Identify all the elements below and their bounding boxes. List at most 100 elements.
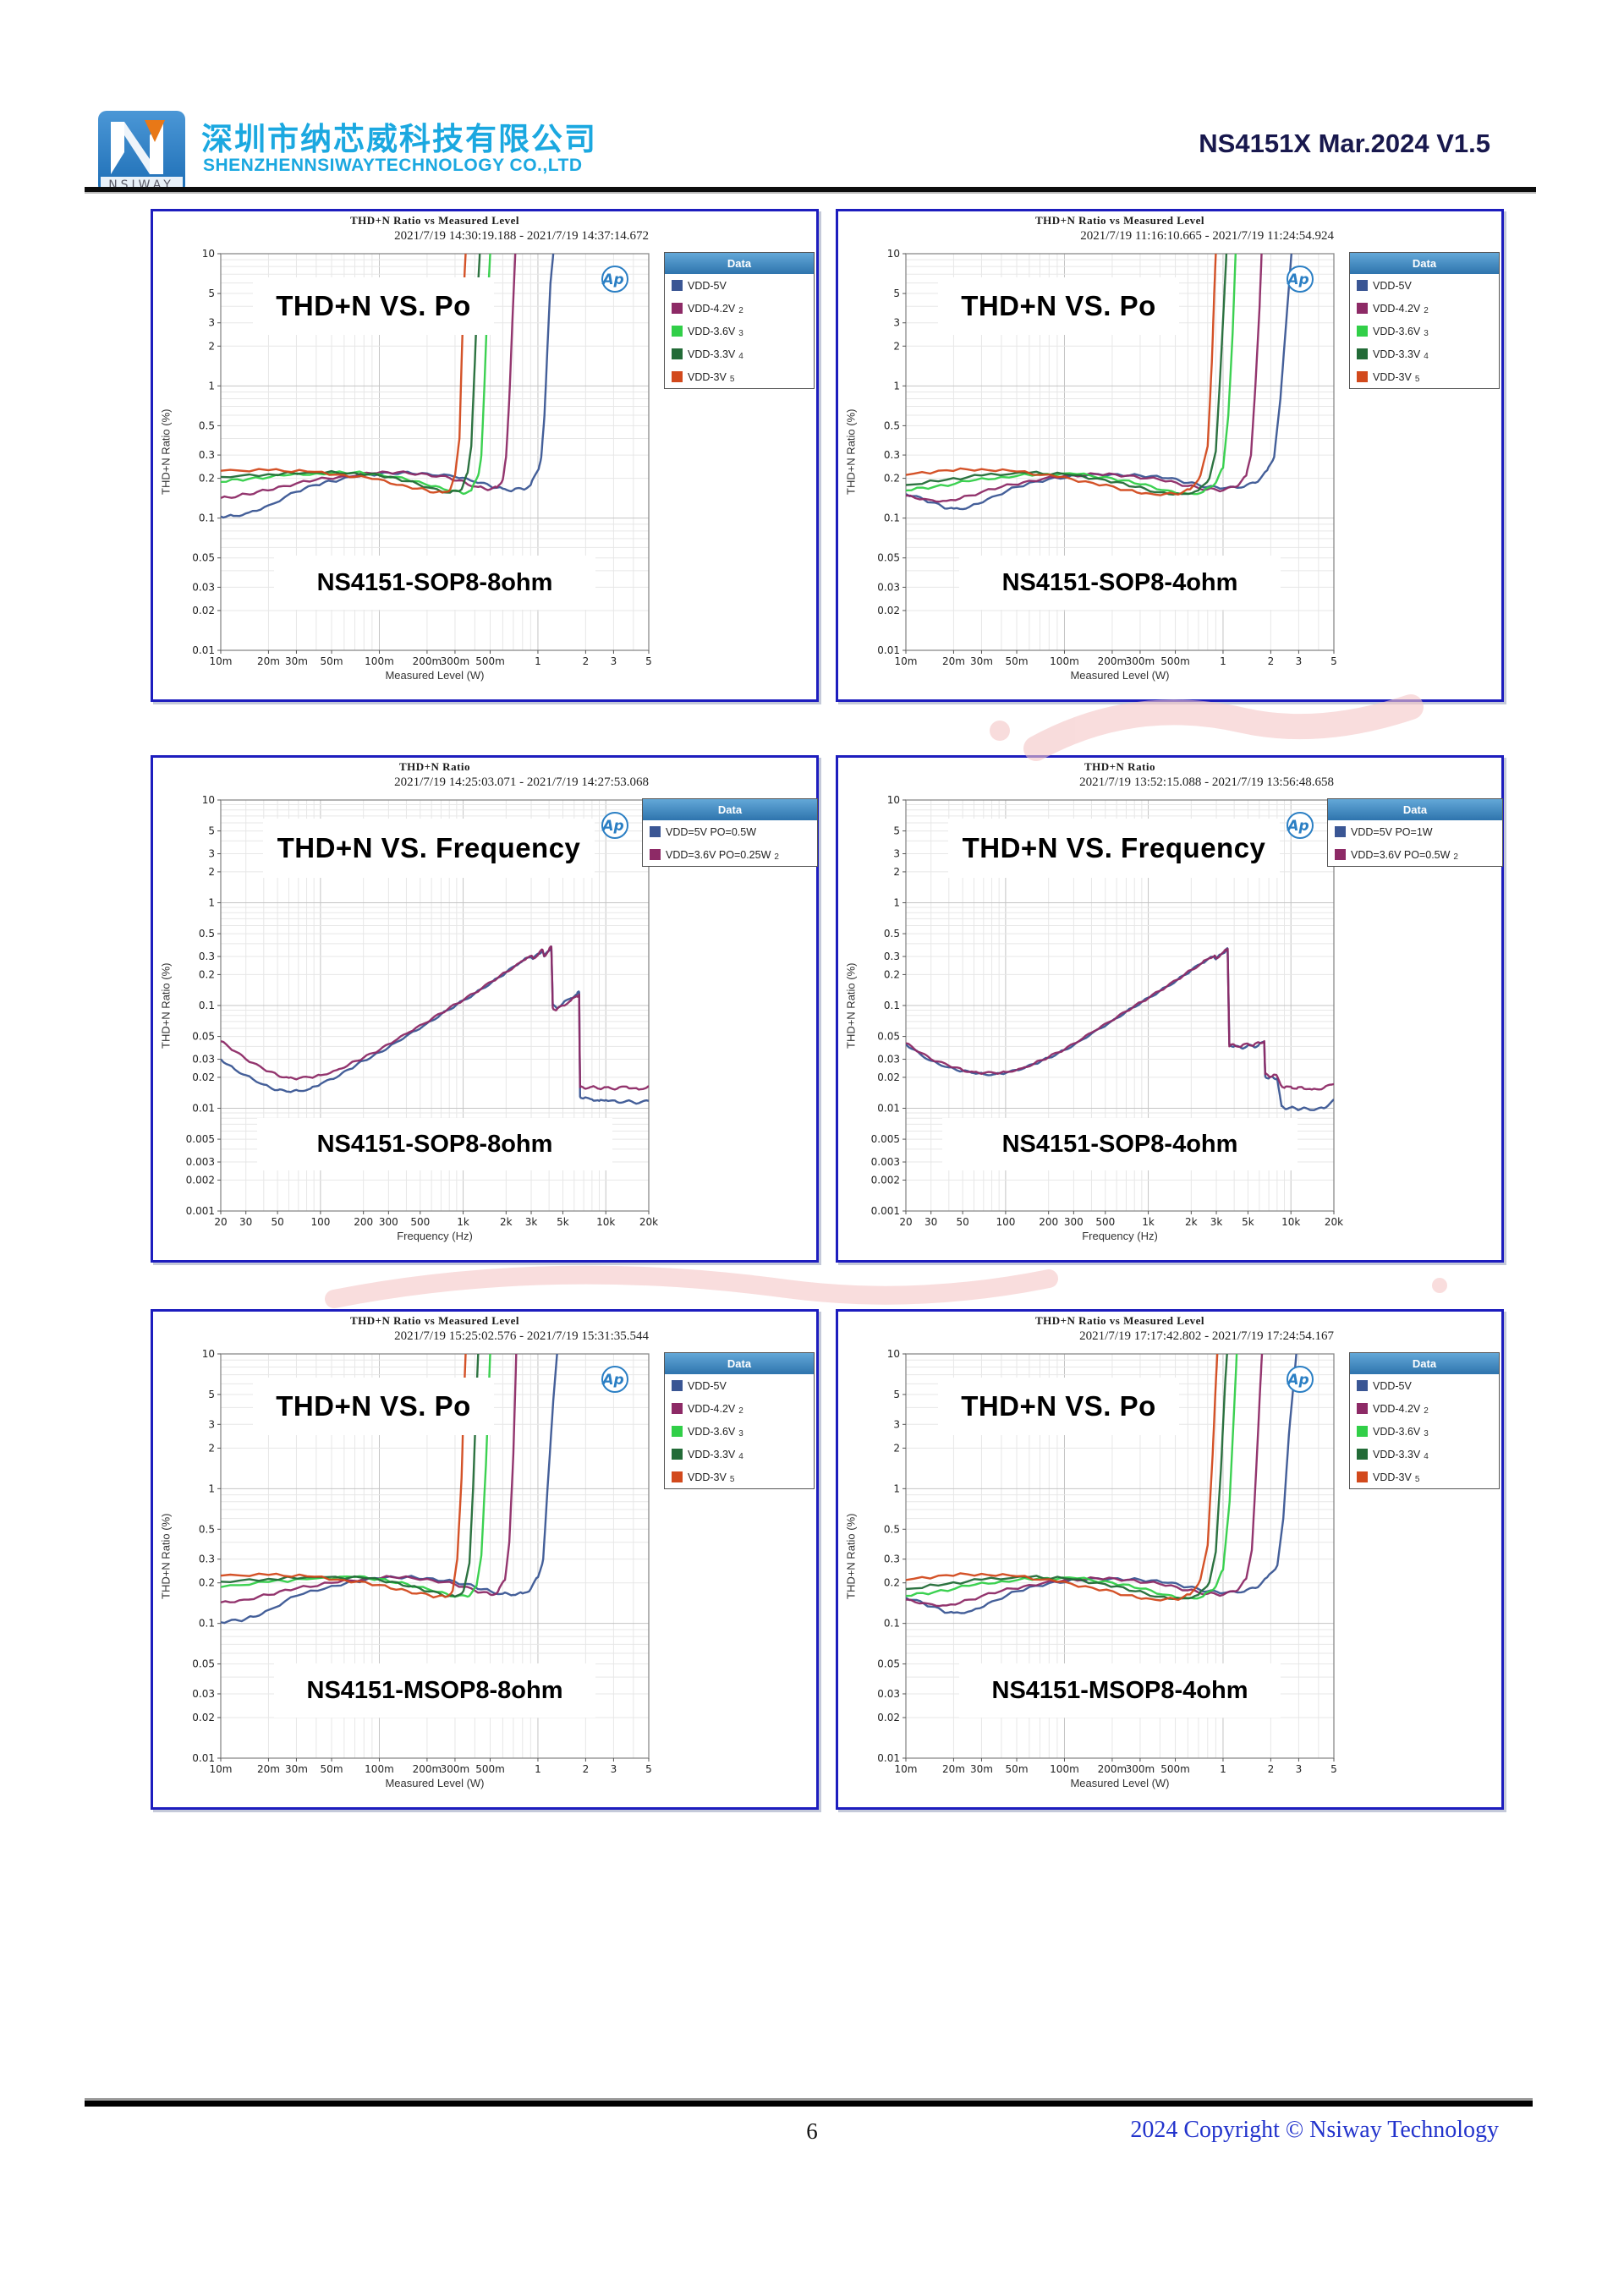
legend-color-swatch-icon bbox=[1357, 1449, 1368, 1460]
svg-text:5: 5 bbox=[208, 288, 215, 299]
svg-text:5: 5 bbox=[1330, 655, 1337, 667]
legend-color-swatch-icon bbox=[672, 326, 683, 337]
nsiway-logo: NSIWAY bbox=[98, 111, 185, 194]
legend-color-swatch-icon bbox=[672, 280, 683, 291]
legend-color-swatch-icon bbox=[672, 1403, 683, 1414]
svg-text:100: 100 bbox=[996, 1216, 1015, 1228]
svg-text:5: 5 bbox=[893, 288, 900, 299]
y-axis-title: THD+N Ratio (%) bbox=[844, 962, 858, 1049]
svg-text:3: 3 bbox=[208, 317, 215, 329]
series-group bbox=[906, 1354, 1298, 1614]
svg-text:0.5: 0.5 bbox=[884, 928, 900, 940]
series-VDD=3.6V PO=0.25W bbox=[221, 945, 649, 1091]
page-number: 6 bbox=[806, 2118, 818, 2144]
svg-text:3: 3 bbox=[611, 655, 617, 667]
x-axis-title: Measured Level (W) bbox=[1070, 1777, 1170, 1789]
legend-item-index: 5 bbox=[729, 375, 735, 384]
svg-text:0.1: 0.1 bbox=[199, 1000, 215, 1011]
chart-type-label: THD+N VS. Po bbox=[938, 277, 1179, 335]
legend-color-swatch-icon bbox=[650, 849, 661, 860]
legend-item-label: VDD-3.6V bbox=[1373, 325, 1421, 337]
svg-text:1: 1 bbox=[893, 897, 900, 909]
legend-item: VDD=3.6V PO=0.25W 2 bbox=[643, 843, 817, 866]
svg-text:0.1: 0.1 bbox=[884, 1618, 900, 1630]
legend-color-swatch-icon bbox=[650, 826, 661, 837]
svg-text:2: 2 bbox=[583, 655, 590, 667]
svg-text:10k: 10k bbox=[1281, 1216, 1300, 1228]
svg-text:0.02: 0.02 bbox=[877, 1712, 900, 1723]
legend-item: VDD-3.6V 3 bbox=[1350, 320, 1499, 342]
y-axis-title: THD+N Ratio (%) bbox=[844, 408, 858, 496]
legend-item-index: 2 bbox=[1424, 1406, 1429, 1416]
legend-item-index: 3 bbox=[738, 1429, 743, 1438]
svg-text:0.3: 0.3 bbox=[199, 1553, 215, 1565]
series-group bbox=[906, 947, 1334, 1111]
chart-title: THD+N Ratio vs Measured Level bbox=[1034, 214, 1205, 227]
svg-text:0.5: 0.5 bbox=[199, 1523, 215, 1535]
svg-text:100m: 100m bbox=[1050, 655, 1079, 667]
svg-text:2: 2 bbox=[1268, 1763, 1275, 1775]
company-name-cn: 深圳市纳芯威科技有限公司 bbox=[201, 122, 597, 156]
svg-text:Ap: Ap bbox=[601, 271, 623, 288]
legend-item: VDD-3V 5 bbox=[665, 1466, 814, 1488]
svg-text:0.2: 0.2 bbox=[884, 473, 900, 485]
chart-panel-1: 10m 20m 30m 50m 100m 200m 300m 500m 1 2 3 5 10 5 3 2 1 0.… bbox=[151, 209, 819, 702]
legend-color-swatch-icon bbox=[672, 1471, 683, 1482]
ap-logo: Ap bbox=[1286, 812, 1314, 839]
legend-item: VDD-5V bbox=[665, 274, 814, 297]
series-VDD-3.6V bbox=[906, 1354, 1238, 1600]
svg-text:100: 100 bbox=[310, 1216, 330, 1228]
svg-text:20k: 20k bbox=[639, 1216, 658, 1228]
legend-item-label: VDD-3.3V bbox=[688, 348, 736, 360]
svg-text:10: 10 bbox=[202, 1348, 215, 1360]
svg-text:200m: 200m bbox=[1098, 1763, 1127, 1775]
chart-date-range: 2021/7/19 17:17:42.802 - 2021/7/19 17:24… bbox=[1079, 1329, 1334, 1343]
axis-ticks: 20 30 50 100 200 300 500 1k 2k 3k 5k 10k 20k 10 5 3 2 1 0.… bbox=[871, 794, 1344, 1228]
legend-item: VDD-3.6V 3 bbox=[665, 1420, 814, 1443]
svg-text:Ap: Ap bbox=[1286, 1372, 1309, 1389]
series-group bbox=[906, 254, 1292, 511]
svg-text:5: 5 bbox=[208, 825, 215, 837]
legend-item: VDD-3V 5 bbox=[1350, 1466, 1499, 1488]
legend-item-label: VDD-3V bbox=[688, 370, 727, 383]
svg-text:0.05: 0.05 bbox=[877, 552, 900, 564]
legend-item: VDD-5V bbox=[665, 1374, 814, 1397]
legend-color-swatch-icon bbox=[672, 348, 683, 359]
device-label: NS4151-SOP8-8ohm bbox=[274, 556, 595, 610]
svg-text:5k: 5k bbox=[1242, 1216, 1254, 1228]
legend-item-label: VDD=3.6V PO=0.5W bbox=[1351, 848, 1451, 861]
device-label: NS4151-SOP8-4ohm bbox=[959, 556, 1281, 610]
svg-text:200: 200 bbox=[1039, 1216, 1058, 1228]
svg-text:0.05: 0.05 bbox=[192, 1658, 215, 1670]
series-VDD=3.6V PO=0.5W bbox=[906, 947, 1334, 1091]
svg-text:500m: 500m bbox=[475, 1763, 505, 1775]
device-label: NS4151-MSOP8-4ohm bbox=[959, 1663, 1281, 1718]
svg-text:2: 2 bbox=[208, 1442, 215, 1454]
chart-title: THD+N Ratio vs Measured Level bbox=[1034, 1314, 1205, 1327]
legend-item: VDD-4.2V 2 bbox=[665, 1397, 814, 1420]
svg-text:0.1: 0.1 bbox=[199, 1618, 215, 1630]
legend-item-label: VDD-4.2V bbox=[688, 302, 736, 315]
series-VDD-3.3V bbox=[906, 254, 1228, 496]
legend-item: VDD-3.3V 4 bbox=[665, 342, 814, 365]
svg-text:0.2: 0.2 bbox=[199, 473, 215, 485]
svg-text:1: 1 bbox=[1220, 1763, 1226, 1775]
series-group bbox=[221, 1354, 558, 1625]
series-VDD-4.2V bbox=[221, 254, 517, 500]
svg-text:2k: 2k bbox=[500, 1216, 513, 1228]
x-axis-title: Measured Level (W) bbox=[385, 1777, 485, 1789]
logo-orange-accent bbox=[145, 120, 165, 142]
chart-legend: Data VDD-5V VDD-4.2V 2 VDD-3.6V 3 VDD-3.3V 4 VDD… bbox=[1349, 252, 1500, 389]
svg-text:5: 5 bbox=[1330, 1763, 1337, 1775]
legend-color-swatch-icon bbox=[672, 1426, 683, 1437]
svg-text:30m: 30m bbox=[285, 1763, 308, 1775]
legend-item-label: VDD-5V bbox=[688, 279, 727, 292]
svg-text:20k: 20k bbox=[1325, 1216, 1343, 1228]
svg-text:0.001: 0.001 bbox=[871, 1205, 900, 1217]
chart-title: THD+N Ratio bbox=[398, 760, 471, 773]
legend-item-label: VDD-3.6V bbox=[688, 325, 736, 337]
legend-item: VDD-3.6V 3 bbox=[665, 320, 814, 342]
svg-text:0.5: 0.5 bbox=[884, 1523, 900, 1535]
chart-legend: Data VDD-5V VDD-4.2V 2 VDD-3.6V 3 VDD-3.3V 4 VDD… bbox=[664, 1352, 815, 1489]
svg-text:5: 5 bbox=[645, 655, 652, 667]
